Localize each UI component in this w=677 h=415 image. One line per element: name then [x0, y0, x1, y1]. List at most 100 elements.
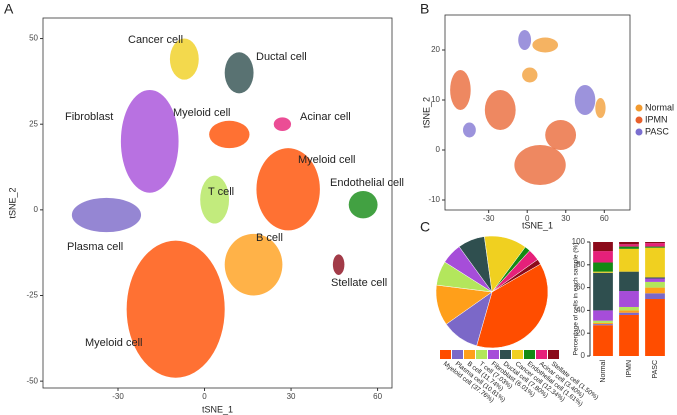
bar-segment	[593, 242, 613, 252]
sample-cluster	[574, 85, 596, 115]
x-tick-label: 60	[600, 214, 609, 223]
bar-segment	[645, 277, 665, 279]
cell-cluster	[200, 175, 230, 224]
legend-swatch	[536, 350, 547, 359]
cell-cluster	[256, 148, 320, 231]
sample-cluster	[518, 30, 532, 50]
sample-cluster	[484, 90, 516, 130]
y-axis-label: tSNE_2	[421, 97, 431, 128]
bar-segment	[619, 242, 639, 245]
cluster-label: Ductal cell	[256, 51, 307, 63]
panel-label: A	[4, 1, 14, 17]
cluster-label: Myeloid cell	[85, 337, 142, 349]
bar-segment	[619, 271, 639, 292]
legend-swatch	[512, 350, 523, 359]
y-tick-label: -25	[26, 291, 38, 300]
bar-segment	[593, 320, 613, 323]
legend-swatch	[548, 350, 559, 359]
bar-segment	[619, 244, 639, 247]
x-tick-label: -30	[483, 214, 495, 223]
y-tick-label: 20	[576, 328, 585, 337]
sample-cluster	[522, 67, 538, 83]
legend-label: IPMN	[645, 114, 668, 124]
x-tick-label: 30	[561, 214, 570, 223]
y-tick-label: 40	[576, 306, 585, 315]
x-axis-label: tSNE_1	[522, 220, 553, 230]
legend-label: PASC	[645, 126, 669, 136]
cell-cluster	[332, 254, 345, 275]
sample-cluster	[595, 98, 606, 118]
cluster-label: Fibroblast	[65, 111, 113, 123]
sample-cluster	[462, 122, 476, 138]
cluster-label: Myeloid cell	[298, 154, 355, 166]
cluster-label: Myeloid cell	[173, 107, 230, 119]
y-tick-label: -50	[26, 376, 38, 385]
pie-slice	[491, 259, 541, 293]
bar-segment	[619, 246, 639, 249]
bar-segment	[645, 242, 665, 244]
bar-segment	[593, 262, 613, 272]
x-tick-label: Normal	[600, 360, 607, 383]
bar-segment	[645, 246, 665, 248]
cluster-label: Endothelial cell	[330, 177, 404, 189]
y-tick-label: 0	[581, 351, 586, 360]
x-tick-label: 0	[202, 392, 207, 401]
legend-swatch	[500, 350, 511, 359]
bar-segment	[619, 248, 639, 272]
bar-segment	[645, 287, 665, 294]
plot-frame	[42, 17, 393, 389]
cluster-label: Acinar cell	[300, 111, 351, 123]
cell-cluster	[348, 191, 378, 219]
cell-cluster	[224, 52, 254, 94]
bar-segment	[645, 243, 665, 247]
bar-segment	[593, 325, 613, 356]
y-tick-label: 20	[431, 45, 440, 54]
cell-cluster	[126, 240, 225, 378]
bar-segment	[593, 324, 613, 326]
bar-segment	[619, 291, 639, 307]
sample-cluster	[532, 37, 559, 53]
bar-segment	[645, 281, 665, 288]
y-tick-label: 60	[576, 283, 585, 292]
bar-segment	[645, 247, 665, 278]
legend-swatch	[464, 350, 475, 359]
x-tick-label: 30	[287, 392, 296, 401]
x-axis-label: tSNE_1	[202, 404, 233, 414]
bar-segment	[593, 272, 613, 311]
cell-cluster	[71, 197, 142, 233]
sample-cluster	[514, 145, 566, 185]
y-tick-label: 0	[34, 205, 39, 214]
y-tick-label: 100	[572, 237, 586, 246]
bar-segment	[619, 310, 639, 313]
bar-segment	[593, 271, 613, 273]
cluster-label: B cell	[256, 232, 283, 244]
cluster-label: Cancer cell	[128, 34, 183, 46]
cell-cluster	[209, 120, 250, 149]
y-tick-label: 50	[29, 34, 38, 43]
bar-segment	[593, 310, 613, 321]
cell-cluster	[169, 38, 199, 80]
sample-cluster	[450, 70, 471, 110]
bar-segment	[593, 322, 613, 325]
y-axis-label: Percentage of cells in each sample (%)	[573, 243, 580, 356]
sample-cluster	[545, 120, 577, 150]
cell-cluster	[273, 117, 292, 132]
x-tick-label: IPMN	[626, 360, 633, 378]
legend-swatch	[440, 350, 451, 359]
legend-swatch	[452, 350, 463, 359]
x-tick-label: -30	[112, 392, 124, 401]
y-tick-label: 80	[576, 260, 585, 269]
legend-swatch	[476, 350, 487, 359]
x-tick-label: PASC	[652, 360, 659, 379]
bar-segment	[593, 251, 613, 263]
bar-segment	[645, 278, 665, 282]
x-tick-label: 0	[525, 214, 530, 223]
legend-label: Normal	[645, 102, 674, 112]
legend-swatch	[635, 128, 643, 136]
cluster-label: Stellate cell	[331, 277, 387, 289]
y-axis-label: tSNE_2	[7, 187, 17, 218]
bar-segment	[645, 293, 665, 299]
legend-swatch	[488, 350, 499, 359]
panel-label: B	[420, 1, 429, 17]
bar-segment	[619, 314, 639, 356]
